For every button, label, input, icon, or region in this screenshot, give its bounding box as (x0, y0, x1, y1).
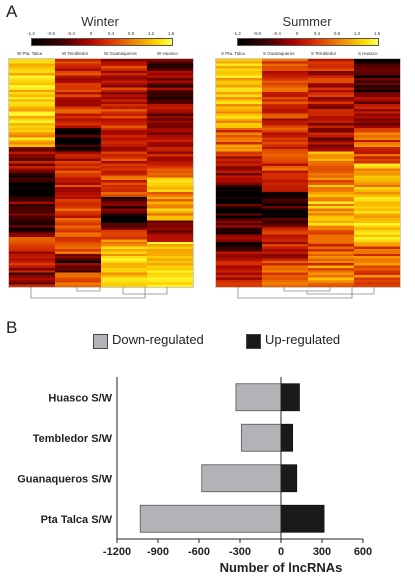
bar-down-regulated (240, 423, 282, 452)
summer-color-scale-bar (237, 38, 379, 46)
summer-heatmap-title: Summer (282, 14, 332, 29)
x-tick-label: -1200 (103, 546, 131, 558)
winter-heatmap (8, 58, 194, 288)
heatmap-column (308, 59, 354, 287)
bar-up-regulated (280, 383, 300, 412)
category-label: Huasco S/W (48, 392, 112, 404)
bar-up-regulated (280, 504, 325, 533)
scale-tick: -0.8 (253, 31, 261, 36)
legend-swatch-up (246, 334, 261, 349)
x-tick-label: -300 (229, 546, 251, 558)
heatmap-column (9, 59, 55, 287)
scale-tick: 1.2 (147, 31, 155, 36)
winter-column-label: W Huasco (157, 51, 178, 56)
category-label: Tembledor S/W (33, 433, 113, 445)
x-tick-label: 0 (278, 546, 284, 558)
winter-dendrogram (30, 287, 168, 299)
panel-a-letter: A (6, 2, 18, 21)
scale-tick: -0.4 (273, 31, 281, 36)
bar-down-regulated (139, 504, 282, 533)
heatmap-column (101, 59, 147, 287)
x-tick-label: -900 (147, 546, 169, 558)
category-label: Pta Talca S/W (41, 514, 113, 526)
scale-tick: 0.4 (107, 31, 115, 36)
x-tick-label: 600 (354, 546, 372, 558)
legend-label-down: Down-regulated (112, 332, 204, 347)
scale-tick: 0.8 (333, 31, 341, 36)
scale-tick: 1.6 (373, 31, 381, 36)
x-tick-label: -600 (188, 546, 210, 558)
scale-tick: -0.4 (67, 31, 75, 36)
bar-down-regulated (235, 383, 282, 412)
summer-dendrogram (237, 287, 375, 299)
heatmap-column (55, 59, 101, 287)
winter-heatmap-title: Winter (81, 14, 119, 29)
summer-heatmap (215, 58, 401, 288)
summer-column-label: S Huasco (358, 51, 378, 56)
bar-chart: Huasco S/W Tembledor S/W Guanaqueros S/W Pt… (17, 377, 372, 575)
scale-tick: 0 (295, 31, 299, 36)
heatmap-column (216, 59, 262, 287)
bar-up-regulated (280, 464, 298, 493)
summer-color-scale: -1.2 -0.8 -0.4 0 0.4 0.8 1.2 1.6 (232, 31, 382, 46)
bar-down-regulated (201, 464, 282, 493)
heatmap-column (147, 59, 193, 287)
scale-tick: 1.6 (167, 31, 175, 36)
scale-tick: 0.8 (127, 31, 135, 36)
scale-tick: -1.2 (27, 31, 35, 36)
scale-tick: 0 (89, 31, 93, 36)
summer-column-label: S Guanaqueros (263, 51, 295, 56)
scale-tick: -1.2 (233, 31, 241, 36)
x-axis-label: Number of lncRNAs (220, 560, 343, 575)
bar-up-regulated (280, 423, 294, 452)
scale-tick: 1.2 (353, 31, 361, 36)
x-tick-label: 300 (313, 546, 331, 558)
scale-tick: 0.4 (313, 31, 321, 36)
winter-color-scale: -1.2 -0.8 -0.4 0 0.4 0.8 1.2 1.6 (26, 31, 176, 46)
winter-color-scale-bar (31, 38, 173, 46)
winter-column-label: W Guanaqueros (104, 51, 137, 56)
winter-column-label: W Pta. Talca (17, 51, 43, 56)
panel-b-letter: B (6, 318, 18, 337)
legend-swatch-down (93, 334, 108, 349)
heatmap-column (262, 59, 308, 287)
legend-label-up: Up-regulated (265, 332, 341, 347)
heatmap-column (354, 59, 400, 287)
category-label: Guanaqueros S/W (17, 473, 112, 485)
summer-column-label: S Pta. Talca (221, 51, 245, 56)
summer-column-label: S Tembledor (311, 51, 337, 56)
scale-tick: -0.8 (47, 31, 55, 36)
winter-column-label: W Tembledor (62, 51, 89, 56)
